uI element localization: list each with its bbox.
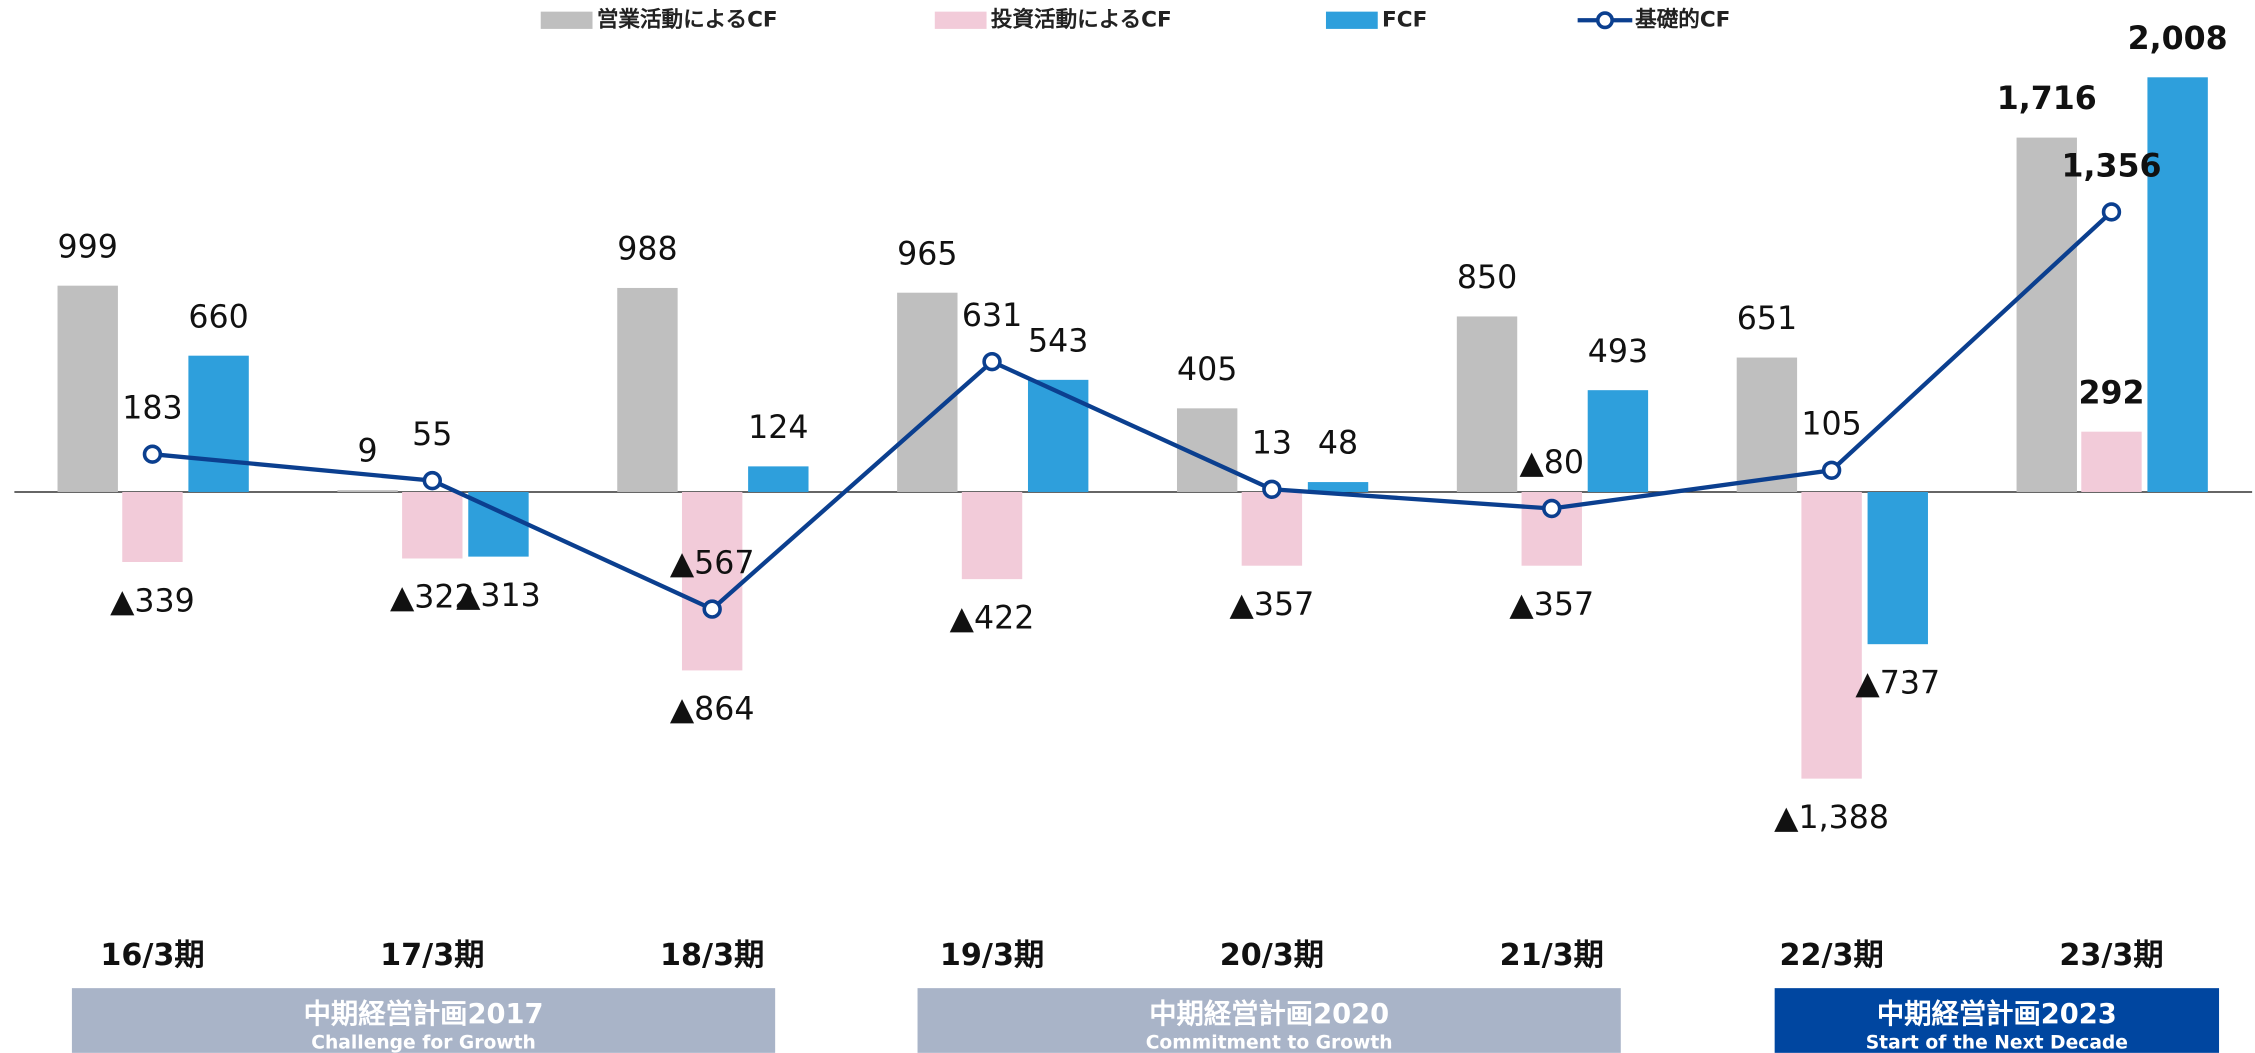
line [152, 210, 2113, 612]
data-label: ▲80 [1519, 445, 1584, 481]
bar [1456, 316, 1518, 492]
data-label: 651 [1737, 301, 1797, 337]
bar [337, 490, 398, 492]
bar [2147, 77, 2208, 492]
legend-marker [1595, 11, 1614, 30]
data-label: 124 [748, 410, 808, 446]
line-marker [702, 599, 722, 619]
bar [402, 491, 463, 559]
data-label: ▲313 [456, 578, 541, 614]
legend-swatch [1325, 11, 1378, 29]
x-tick-label: 20/3期 [1220, 938, 1324, 973]
x-tick-label: 18/3期 [660, 938, 764, 973]
plan-title: 中期経営計画2020 [1149, 998, 1389, 1030]
data-label: 9 [358, 434, 378, 470]
line-marker [982, 351, 1002, 372]
bar [1736, 357, 1798, 492]
data-label: 543 [1028, 323, 1088, 359]
bar [748, 466, 809, 492]
bar [2081, 431, 2142, 492]
legend-swatch [540, 11, 593, 29]
x-tick-label: 22/3期 [1779, 938, 1883, 973]
plan-band [71, 988, 776, 1053]
legend-label: 投資活動によるCF [991, 6, 1172, 32]
data-label: ▲422 [950, 600, 1035, 636]
data-label: 988 [617, 232, 677, 268]
bar [681, 491, 743, 671]
data-label: ▲339 [110, 583, 195, 619]
data-label: 1,716 [1997, 81, 2097, 117]
bar [1801, 491, 1862, 779]
bar [1867, 491, 1928, 645]
data-label: ▲357 [1509, 587, 1594, 623]
plan-title: 中期経営計画2023 [1877, 998, 2117, 1030]
data-label: ▲737 [1855, 665, 1940, 701]
line-marker [422, 470, 443, 491]
bar [57, 285, 118, 492]
x-tick-label: 19/3期 [940, 938, 1044, 973]
data-label: ▲567 [670, 545, 755, 581]
data-label: 1,356 [2061, 148, 2161, 184]
x-tick-label: 21/3期 [1500, 938, 1604, 973]
bar [961, 491, 1023, 580]
plan-subtitle: Start of the Next Decade [1866, 1032, 2128, 1053]
data-label: 405 [1177, 352, 1237, 388]
line-marker [142, 444, 163, 464]
data-label: 2,008 [2128, 21, 2228, 57]
data-label: 660 [188, 299, 248, 335]
data-label: 292 [2078, 375, 2144, 411]
x-tick-label: 23/3期 [2059, 938, 2163, 973]
plan-band [917, 988, 1621, 1053]
plan-subtitle: Challenge for Growth [311, 1032, 536, 1053]
data-label: ▲864 [670, 692, 755, 728]
bar [1027, 379, 1089, 492]
bar [122, 491, 183, 562]
data-label: 631 [962, 298, 1022, 334]
plan-subtitle: Commitment to Growth [1146, 1032, 1393, 1053]
bar [2016, 137, 2077, 492]
data-label: ▲357 [1230, 587, 1315, 623]
data-label: 183 [122, 391, 182, 427]
legend-swatch [934, 11, 987, 29]
bar [1587, 390, 1649, 492]
line-marker [1821, 460, 1842, 481]
plan-band [1774, 988, 2220, 1053]
line-marker [1262, 479, 1282, 500]
bar [1307, 482, 1369, 492]
bar [1241, 491, 1303, 566]
data-label: 55 [412, 417, 452, 453]
bar [188, 355, 249, 492]
data-label: 965 [897, 236, 957, 272]
data-label: 105 [1801, 407, 1861, 443]
bar [617, 287, 678, 492]
data-label: 999 [58, 229, 118, 265]
bar [897, 292, 958, 492]
data-label: ▲322 [390, 580, 475, 616]
data-label: 48 [1318, 426, 1358, 462]
x-tick-label: 17/3期 [380, 938, 484, 973]
line-marker [1542, 498, 1562, 519]
legend-label: 営業活動によるCF [597, 6, 778, 32]
line-marker [2101, 202, 2122, 222]
data-label: 493 [1588, 334, 1648, 370]
x-tick-label: 16/3期 [100, 938, 204, 973]
legend-label: 基礎的CF [1635, 6, 1730, 32]
data-label: 850 [1457, 260, 1517, 296]
plan-title: 中期経営計画2017 [304, 998, 544, 1030]
data-label: ▲1,388 [1774, 800, 1889, 836]
legend-label: FCF [1382, 7, 1427, 32]
data-label: 13 [1252, 426, 1292, 462]
